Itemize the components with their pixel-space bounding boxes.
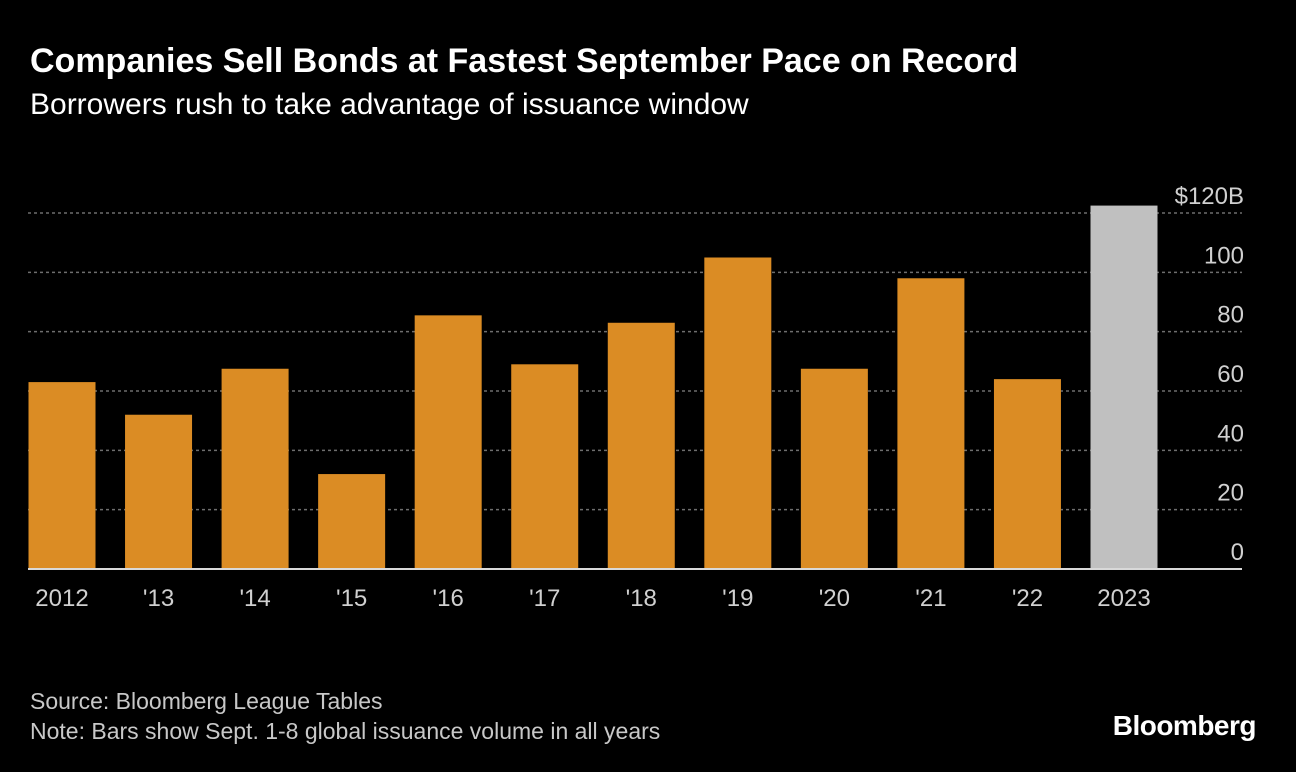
- y-tick-label: 0: [1231, 539, 1244, 566]
- x-tick-label: '17: [529, 585, 560, 612]
- x-tick-label: '19: [722, 585, 753, 612]
- bar: [897, 278, 965, 569]
- x-tick-label: '22: [1012, 585, 1043, 612]
- x-tick-label: '20: [819, 585, 850, 612]
- bar: [607, 322, 675, 569]
- bar: [800, 368, 868, 569]
- chart-title: Companies Sell Bonds at Fastest Septembe…: [30, 42, 1019, 80]
- x-tick-label: '18: [626, 585, 657, 612]
- chart-subtitle: Borrowers rush to take advantage of issu…: [30, 88, 749, 121]
- y-tick-label: $120B: [1175, 183, 1244, 210]
- bar: [993, 379, 1061, 569]
- x-tick-label: 2023: [1097, 585, 1150, 612]
- bar: [221, 368, 289, 569]
- x-tick-label: '13: [143, 585, 174, 612]
- bar: [414, 315, 482, 569]
- bar: [704, 257, 772, 569]
- footnote: Note: Bars show Sept. 1-8 global issuanc…: [30, 718, 661, 744]
- x-tick-label: '15: [336, 585, 367, 612]
- bar: [28, 382, 96, 569]
- y-tick-label: 60: [1217, 361, 1244, 388]
- bar: [125, 414, 193, 569]
- x-tick-label: '21: [915, 585, 946, 612]
- axes: 0 20 40 60 80 100 $120B 2012 '13 '14 '15 '16 '17 '18 '…: [28, 183, 1244, 612]
- y-tick-label: 40: [1217, 420, 1244, 447]
- y-tick-label: 100: [1204, 242, 1244, 269]
- x-tick-label: '14: [239, 585, 270, 612]
- bloomberg-logo: Bloomberg: [1112, 710, 1257, 741]
- x-tick-label: 2012: [35, 585, 88, 612]
- y-tick-label: 80: [1217, 302, 1244, 329]
- y-tick-label: 20: [1217, 480, 1244, 507]
- bars: [28, 205, 1158, 570]
- x-tick-label: '16: [433, 585, 464, 612]
- bar: [511, 364, 579, 569]
- bar: [1090, 205, 1158, 570]
- source-note: Source: Bloomberg League Tables: [30, 688, 383, 714]
- bar: [318, 474, 386, 569]
